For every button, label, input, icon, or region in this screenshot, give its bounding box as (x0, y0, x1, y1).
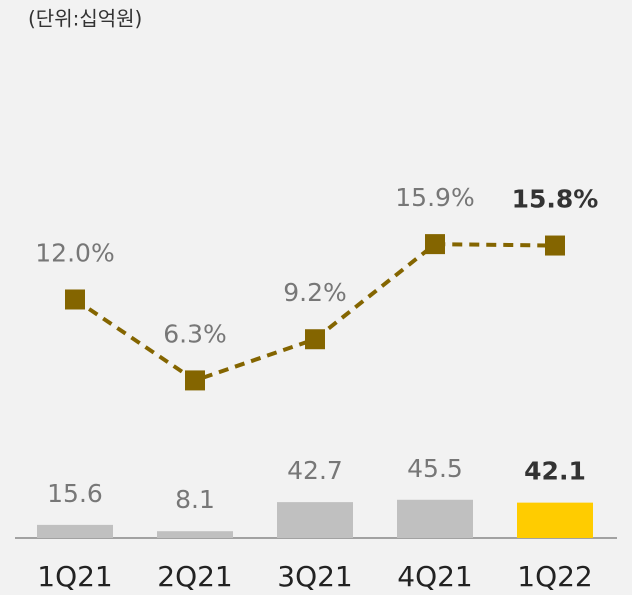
x-tick-label: 3Q21 (277, 560, 352, 593)
bar-value-label: 45.5 (407, 454, 463, 483)
line-value-label: 12.0% (35, 238, 114, 267)
x-tick-label: 2Q21 (157, 560, 232, 593)
line-value-label: 9.2% (283, 278, 347, 307)
bar-value-label: 42.7 (287, 456, 343, 485)
bar-value-label: 8.1 (175, 485, 215, 514)
bar (517, 502, 593, 538)
bar-value-label: 15.6 (47, 479, 103, 508)
chart-subtitle: (단위:십억원) (28, 7, 142, 31)
x-tick-label: 1Q22 (517, 560, 592, 593)
bar (397, 499, 473, 538)
x-tick-label: 4Q21 (397, 560, 472, 593)
bar (157, 531, 233, 538)
line-marker (545, 235, 565, 256)
line-marker (425, 234, 445, 255)
line-marker (305, 329, 325, 350)
x-tick-label: 1Q21 (37, 560, 112, 593)
line-marker (185, 370, 205, 391)
line-value-label: 15.9% (395, 183, 474, 212)
line-marker (65, 289, 85, 310)
line (73, 242, 556, 383)
line-value-label: 6.3% (163, 319, 227, 348)
bar-value-label: 42.1 (524, 457, 586, 486)
bar (277, 502, 353, 538)
bar (37, 524, 113, 538)
line-value-label: 15.8% (512, 185, 599, 214)
